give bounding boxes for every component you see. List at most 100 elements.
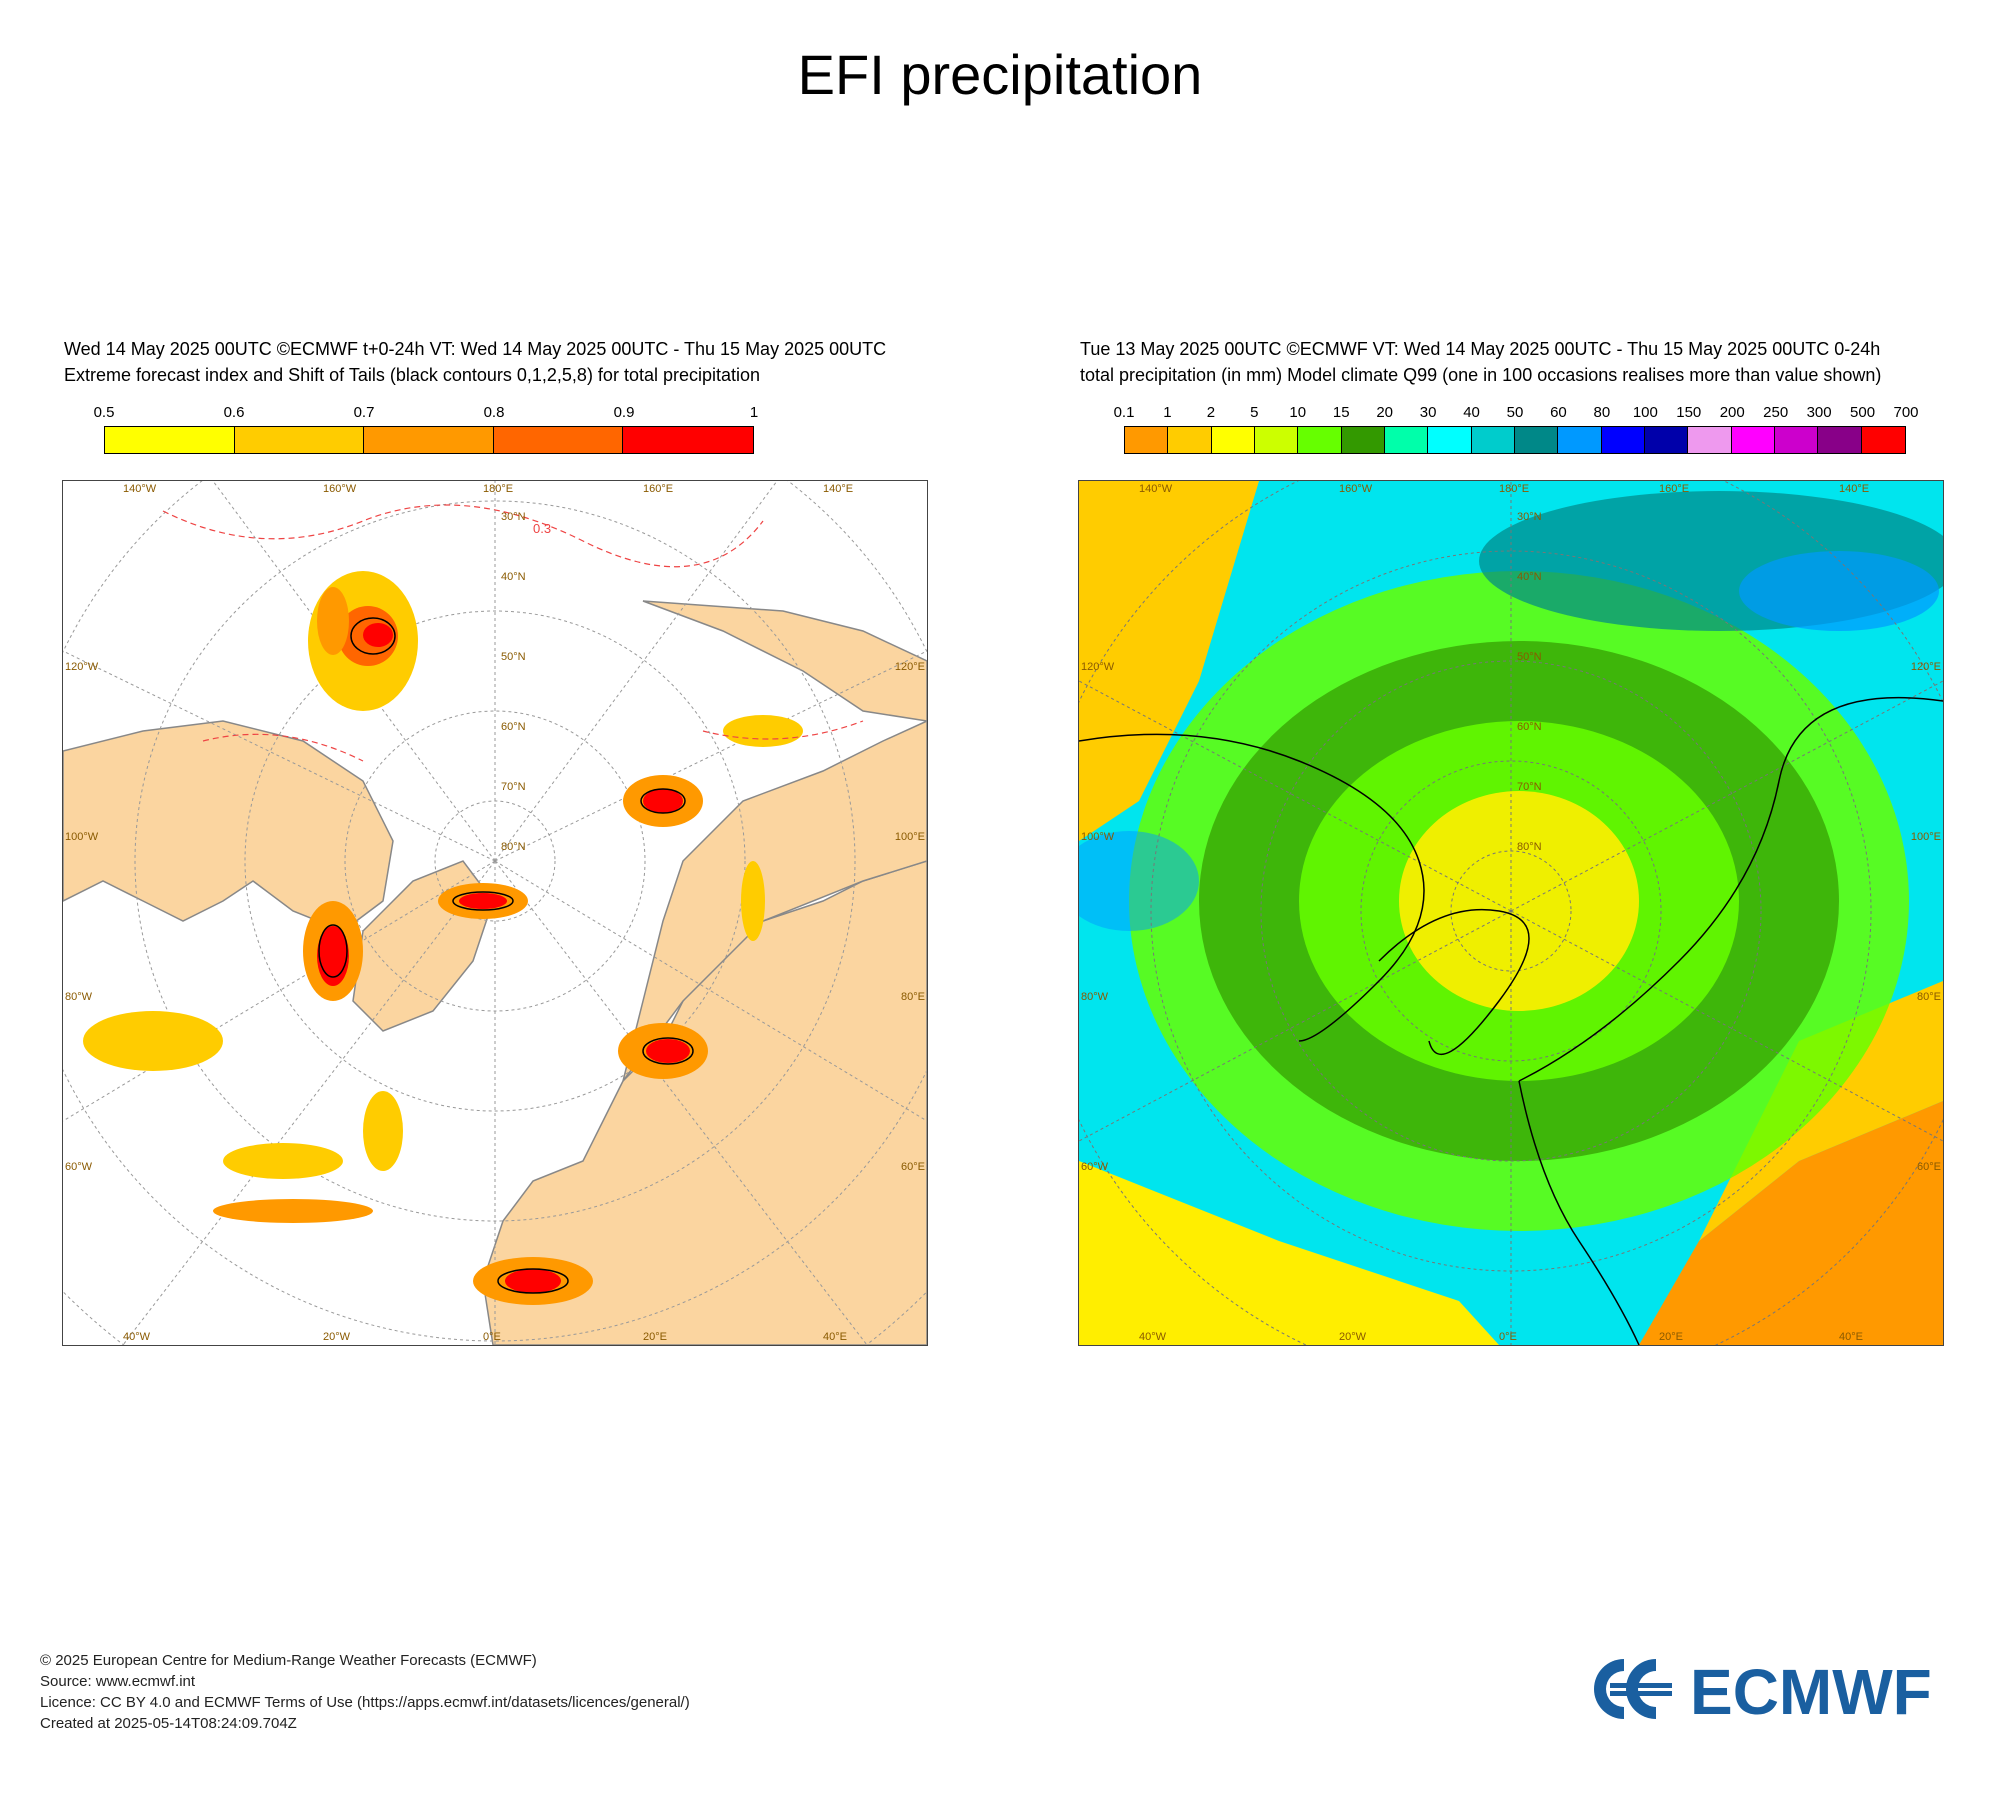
efi-right-lon-label: 120°E — [894, 661, 925, 673]
precip-legend-tick: 50 — [1506, 404, 1524, 421]
precip-legend-swatch — [1731, 427, 1775, 453]
efi-lat-label: 60°N — [501, 721, 526, 733]
precip-legend-swatch — [1341, 427, 1385, 453]
precip-legend-swatch — [1211, 427, 1255, 453]
efi-right-lon-label: 60°E — [901, 1161, 925, 1173]
precip-band-dry-west — [1079, 481, 1259, 841]
efi-map: 0.3 140°W 160°W 180°E 160°E 140°E 40°W 20°W 0°E… — [62, 480, 928, 1346]
precip-lat-label: 50°N — [1517, 651, 1542, 663]
efi-legend-tick: 0.6 — [223, 404, 245, 421]
efi-legend-bar — [104, 426, 754, 454]
precip-left-lon-label: 80°W — [1081, 991, 1109, 1003]
right-panel-line1: Tue 13 May 2025 00UTC ©ECMWF VT: Wed 14 … — [1080, 339, 1881, 359]
efi-legend-ticks: 0.5 0.6 0.7 0.8 0.9 1 — [94, 404, 759, 424]
precip-left-lon-label: 100°W — [1081, 831, 1115, 843]
precip-wet-north-pacific — [1079, 491, 1943, 931]
precip-bottom-lon-label: 40°E — [1839, 1331, 1863, 1343]
left-panel-header: Wed 14 May 2025 00UTC ©ECMWF t+0-24h VT:… — [64, 336, 886, 388]
left-panel-line2: Extreme forecast index and Shift of Tail… — [64, 365, 761, 385]
efi-bottom-lon-label: 20°W — [323, 1331, 351, 1343]
ecmwf-logo: ECMWF — [1590, 1654, 1970, 1728]
efi-sot-contours — [318, 617, 694, 1294]
right-panel-line2: total precipitation (in mm) Model climat… — [1080, 365, 1882, 385]
efi-legend-swatch — [105, 427, 235, 453]
precip-legend-swatch — [1818, 427, 1862, 453]
precip-legend-tick: 40 — [1463, 404, 1480, 421]
footer-source: Source: www.ecmwf.int — [40, 1673, 196, 1690]
precip-band-dry-southwest — [1079, 1161, 1499, 1345]
precip-legend-tick: 300 — [1806, 404, 1832, 421]
precip-legend-tick: 1 — [1163, 404, 1172, 421]
svg-text:ECMWF: ECMWF — [1690, 1656, 1932, 1724]
precip-legend-tick: 150 — [1676, 404, 1702, 421]
precip-top-lon-label: 140°E — [1839, 483, 1870, 495]
precip-legend-swatch — [1168, 427, 1212, 453]
efi-legend-swatch — [364, 427, 494, 453]
precip-legend-swatch — [1861, 427, 1905, 453]
efi-bottom-lon-label: 0°E — [483, 1331, 501, 1343]
precip-legend-tick: 2 — [1206, 404, 1216, 421]
footer-copyright: © 2025 European Centre for Medium-Range … — [40, 1652, 537, 1669]
footer-licence: Licence: CC BY 4.0 and ECMWF Terms of Us… — [40, 1694, 690, 1711]
efi-legend-tick: 0.5 — [93, 404, 115, 421]
precip-lat-label: 80°N — [1517, 841, 1542, 853]
precip-legend-swatch — [1125, 427, 1169, 453]
precip-legend-swatch — [1298, 427, 1342, 453]
efi-left-lon-label: 60°W — [65, 1161, 93, 1173]
precip-legend-swatch — [1384, 427, 1429, 453]
precip-right-lon-label: 80°E — [1917, 991, 1941, 1003]
precip-lat-label: 40°N — [1517, 571, 1542, 583]
efi-graticule — [63, 481, 927, 1345]
precip-legend-tick: 80 — [1593, 404, 1611, 421]
right-panel-header: Tue 13 May 2025 00UTC ©ECMWF VT: Wed 14 … — [1080, 336, 1881, 388]
efi-lat-label: 40°N — [501, 571, 526, 583]
precip-top-lon-label: 140°W — [1139, 483, 1173, 495]
precip-legend-tick: 5 — [1250, 404, 1259, 421]
efi-lat-label: 50°N — [501, 651, 526, 663]
efi-bottom-lon-label: 40°E — [823, 1331, 847, 1343]
efi-lat-label: 80°N — [501, 841, 526, 853]
precip-lat-label: 70°N — [1517, 781, 1542, 793]
efi-legend-swatch — [234, 427, 365, 453]
precip-lat-label: 60°N — [1517, 721, 1542, 733]
precip-top-lon-label: 180°E — [1499, 483, 1530, 495]
efi-top-lon-label: 160°E — [643, 483, 674, 495]
left-panel-line1: Wed 14 May 2025 00UTC ©ECMWF t+0-24h VT:… — [64, 339, 887, 359]
efi-top-lon-label: 180°E — [483, 483, 514, 495]
precip-map: 140°W 160°W 180°E 160°E 140°E 40°W 20°W 0°E 20°E… — [1078, 480, 1944, 1346]
precip-legend-swatch — [1644, 427, 1689, 453]
precip-legend-tick: 100 — [1632, 404, 1658, 421]
precip-map-canvas — [1079, 481, 1943, 1345]
precip-legend-tick: 60 — [1550, 404, 1567, 421]
precip-legend-tick: 0.1 — [1113, 404, 1135, 421]
efi-lat-label: 70°N — [501, 781, 526, 793]
precip-legend-swatch — [1774, 427, 1819, 453]
precip-lat-label: 30°N — [1517, 511, 1542, 523]
precip-legend-swatch — [1514, 427, 1559, 453]
precip-legend-tick: 15 — [1332, 404, 1350, 421]
efi-top-lon-label: 140°E — [823, 483, 854, 495]
efi-top-lon-label: 140°W — [123, 483, 157, 495]
precip-right-lon-label: 60°E — [1917, 1161, 1941, 1173]
efi-anomaly-areas — [83, 571, 803, 1305]
precip-legend-tick: 30 — [1419, 404, 1437, 421]
efi-top-lon-label: 160°W — [323, 483, 357, 495]
precip-band-dry-southeast — [1639, 1101, 1943, 1345]
precip-bottom-lon-label: 40°W — [1139, 1331, 1167, 1343]
precip-legend-tick: 700 — [1893, 404, 1919, 421]
precip-legend-swatch — [1601, 427, 1645, 453]
efi-land-alaska — [642, 600, 927, 722]
precip-band-dry-east — [1699, 981, 1943, 1241]
precip-bottom-lon-label: 20°E — [1659, 1331, 1683, 1343]
efi-legend-swatch — [623, 427, 753, 453]
precip-legend-tick: 20 — [1376, 404, 1393, 421]
precip-bottom-lon-label: 20°W — [1339, 1331, 1367, 1343]
efi-bottom-lon-label: 20°E — [643, 1331, 667, 1343]
efi-map-canvas: 0.3 — [63, 481, 927, 1345]
precip-top-lon-label: 160°E — [1659, 483, 1690, 495]
efi-legend-tick: 0.9 — [613, 404, 635, 421]
precip-legend-tick: 200 — [1719, 404, 1745, 421]
efi-legend-swatch — [493, 427, 624, 453]
precip-legend-tick: 500 — [1850, 404, 1876, 421]
precip-green-ring — [1129, 571, 1909, 1231]
